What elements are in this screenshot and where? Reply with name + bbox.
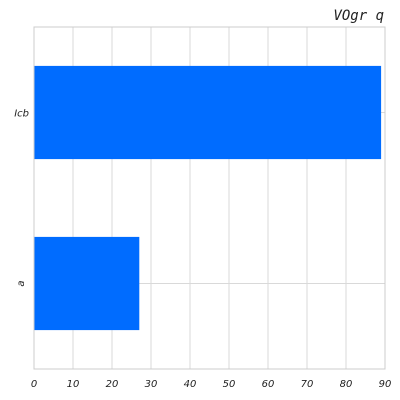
x-tick-label: 70 <box>301 379 314 390</box>
x-axis-labels: 0 10 20 30 40 50 60 70 80 90 <box>31 379 392 390</box>
bar-a <box>34 236 140 331</box>
x-tick-label: 50 <box>223 379 236 390</box>
x-tick-label: 80 <box>340 379 353 390</box>
x-tick-label: 30 <box>145 379 158 390</box>
x-tick-label: 40 <box>184 379 197 390</box>
bars <box>34 65 382 331</box>
plot-frame <box>33 26 386 370</box>
x-tick-label: 60 <box>262 379 275 390</box>
x-tick-label: 20 <box>106 379 119 390</box>
bar-icb <box>34 65 382 160</box>
y-axis-labels: Icb a <box>14 109 29 287</box>
chart-title: VOgr q <box>333 8 384 24</box>
x-tick-label: 10 <box>67 379 80 390</box>
y-tick-label: Icb <box>14 109 29 120</box>
x-tick-label: 0 <box>31 379 37 390</box>
y-tick-label: a <box>16 280 27 286</box>
x-tick-label: 90 <box>379 379 392 390</box>
